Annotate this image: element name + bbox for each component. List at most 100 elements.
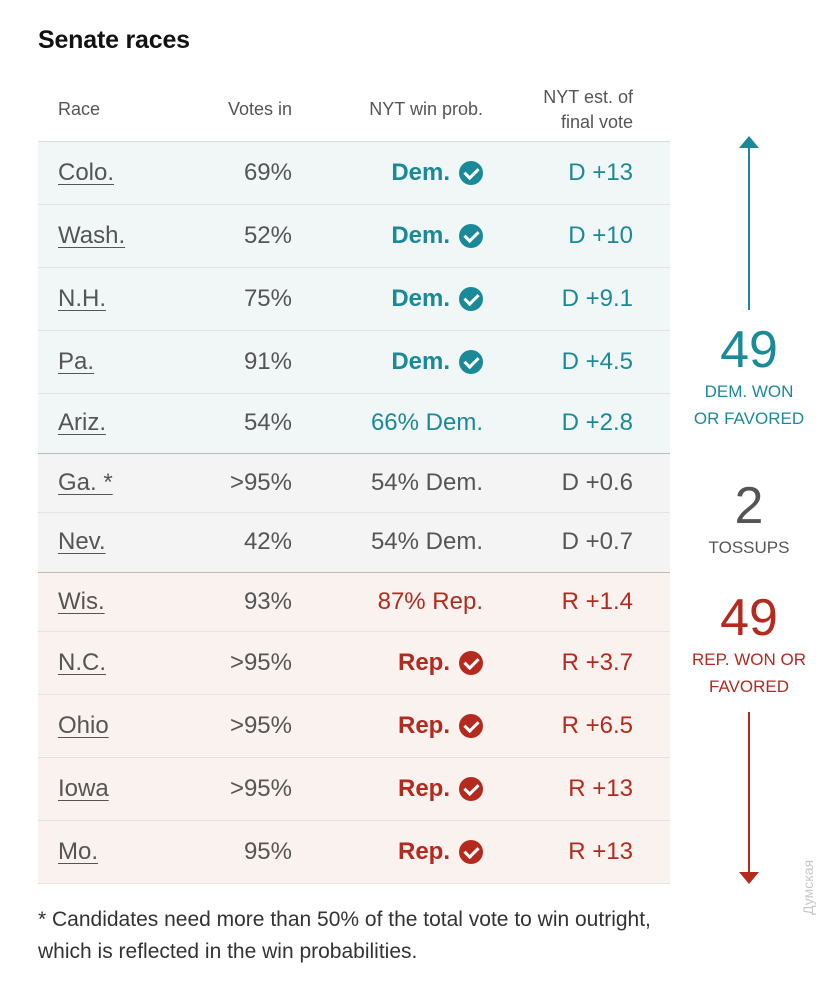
race-link[interactable]: Iowa (58, 775, 109, 802)
est-final-vote-value: D +10 (568, 222, 633, 249)
win-prob-cell: 66% Dem. (371, 409, 483, 437)
footnote-line-2: which is reflected in the win probabilit… (38, 940, 418, 963)
win-prob-cell: Dem. (391, 222, 483, 250)
race-link[interactable]: Wash. (58, 222, 126, 249)
win-prob-value: Dem. (391, 222, 450, 249)
est-final-vote-value: D +0.6 (561, 468, 633, 496)
check-circle-icon (459, 224, 483, 248)
check-circle-icon (459, 287, 483, 311)
table-row: Wash. 52% Dem. D +10 (38, 205, 670, 268)
race-link[interactable]: Ohio (58, 712, 109, 739)
table-row: Pa. 91% Dem. D +4.5 (38, 331, 670, 394)
table-body: Colo. 69% Dem. D +13 Wash. 52% Dem. D +10 N.H. 75… (38, 142, 670, 884)
check-circle-icon (459, 777, 483, 801)
votes-in-value: 75% (243, 285, 292, 312)
rep-label-line-2: FAVORED (709, 677, 789, 696)
table-row: Nev. 42% 54% Dem. D +0.7 (38, 513, 670, 573)
win-prob-cell: 54% Dem. (371, 469, 483, 497)
win-prob-cell: Dem. (391, 159, 483, 187)
race-link[interactable]: N.C. (58, 649, 106, 676)
race-link[interactable]: Colo. (58, 159, 115, 186)
win-prob-cell: 54% Dem. (371, 528, 483, 556)
race-link[interactable]: Ga. * (58, 468, 113, 496)
votes-in-value: 95% (243, 838, 292, 865)
votes-in-value: 54% (243, 409, 292, 437)
table-row: Mo. 95% Rep. R +13 (38, 821, 670, 884)
watermark: Думская (800, 859, 816, 915)
win-prob-value: Dem. (391, 159, 450, 186)
rep-summary: 49 REP. WON OR FAVORED (672, 590, 826, 700)
est-final-vote-value: R +3.7 (561, 649, 633, 676)
dem-summary: 49 DEM. WON OR FAVORED (672, 322, 826, 432)
race-link[interactable]: Pa. (58, 348, 95, 375)
column-header-est-line-2: final vote (560, 112, 633, 132)
est-final-vote-value: R +13 (568, 775, 633, 802)
votes-in-value: 52% (243, 222, 292, 249)
column-header-win-prob: NYT win prob. (369, 99, 483, 119)
race-link[interactable]: N.H. (58, 285, 106, 312)
column-header-votes: Votes in (227, 99, 292, 119)
est-final-vote-value: D +9.1 (561, 285, 633, 312)
win-prob-value: 54% Dem. (370, 468, 483, 496)
win-prob-value: Rep. (397, 838, 450, 865)
votes-in-value: 93% (243, 587, 292, 615)
win-prob-value: Dem. (391, 348, 450, 375)
table-header: Race Votes in NYT win prob. NYT est. of … (38, 74, 670, 142)
est-final-vote-value: R +1.4 (561, 587, 633, 615)
check-circle-icon (459, 651, 483, 675)
footnote: * Candidates need more than 50% of the t… (38, 904, 778, 968)
rep-count: 49 (720, 589, 778, 647)
votes-in-value: >95% (229, 468, 292, 496)
tossup-count: 2 (734, 477, 764, 535)
win-prob-value: Rep. (397, 775, 450, 802)
win-prob-cell: Rep. (398, 838, 483, 866)
table-row: Colo. 69% Dem. D +13 (38, 142, 670, 205)
rep-label-line-1: REP. WON OR (692, 650, 806, 669)
win-prob-cell: Dem. (391, 285, 483, 313)
est-final-vote-value: D +0.7 (561, 528, 633, 556)
senate-races-table: Race Votes in NYT win prob. NYT est. of … (38, 74, 670, 884)
race-link[interactable]: Wis. (58, 587, 105, 615)
votes-in-value: 42% (243, 528, 292, 556)
win-prob-value: 54% Dem. (370, 528, 483, 556)
column-header-est-line-1: NYT est. of (543, 87, 633, 107)
table-row: Ariz. 54% 66% Dem. D +2.8 (38, 394, 670, 454)
est-final-vote-value: R +6.5 (561, 712, 633, 739)
table-row: Iowa >95% Rep. R +13 (38, 758, 670, 821)
column-header-race: Race (58, 99, 101, 119)
table-row: Ga. * >95% 54% Dem. D +0.6 (38, 453, 670, 513)
win-prob-value: 87% Rep. (377, 587, 483, 615)
est-final-vote-value: D +13 (568, 159, 633, 186)
dem-arrow-up-icon (739, 136, 759, 310)
table-row: Ohio >95% Rep. R +6.5 (38, 695, 670, 758)
check-circle-icon (459, 161, 483, 185)
est-final-vote-value: R +13 (568, 838, 633, 865)
check-circle-icon (459, 350, 483, 374)
check-circle-icon (459, 714, 483, 738)
rep-arrow-down-icon (739, 712, 759, 884)
win-prob-cell: Rep. (398, 775, 483, 803)
win-prob-value: 66% Dem. (370, 409, 483, 437)
table-row: Wis. 93% 87% Rep. R +1.4 (38, 572, 670, 632)
win-prob-cell: Rep. (398, 649, 483, 677)
dem-label-line-2: OR FAVORED (693, 409, 805, 428)
votes-in-value: 69% (243, 159, 292, 186)
column-header-est-final-vote: NYT est. of final vote (543, 85, 633, 135)
tossup-summary: 2 TOSSUPS (672, 478, 826, 561)
est-final-vote-value: D +4.5 (561, 348, 633, 375)
race-link[interactable]: Mo. (58, 838, 99, 865)
race-link[interactable]: Ariz. (58, 409, 106, 437)
win-prob-cell: Dem. (391, 348, 483, 376)
table-row: N.H. 75% Dem. D +9.1 (38, 268, 670, 331)
race-link[interactable]: Nev. (58, 528, 106, 556)
win-prob-value: Rep. (397, 712, 450, 739)
votes-in-value: 91% (243, 348, 292, 375)
footnote-line-1: * Candidates need more than 50% of the t… (38, 908, 651, 931)
votes-in-value: >95% (229, 649, 292, 676)
win-prob-value: Rep. (397, 649, 450, 676)
check-circle-icon (459, 840, 483, 864)
page-title: Senate races (38, 26, 190, 54)
table-row: N.C. >95% Rep. R +3.7 (38, 632, 670, 695)
win-prob-cell: 87% Rep. (378, 588, 483, 616)
tossup-label: TOSSUPS (708, 538, 790, 557)
